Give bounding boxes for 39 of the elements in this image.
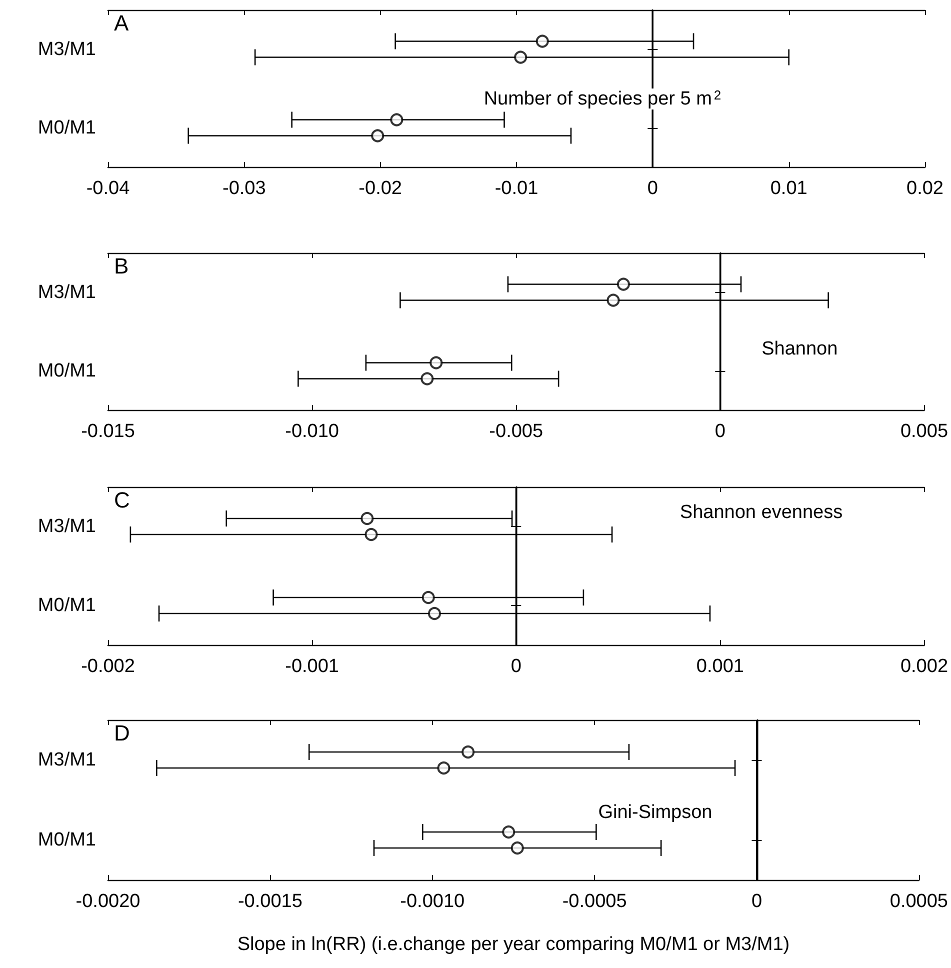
y-tick-label: M3/M1	[38, 750, 96, 770]
annotation: Gini-Simpson	[598, 802, 712, 824]
x-tick-label: 0.001	[696, 656, 744, 677]
y-tick-label: M0/M1	[38, 595, 96, 616]
x-tick-label: 0.0005	[890, 891, 948, 912]
x-tick-label: 0.002	[900, 656, 948, 677]
x-tick-label: 0.005	[900, 421, 948, 442]
y-tick-label: M0/M1	[38, 360, 96, 382]
annotation: Shannon evenness	[680, 502, 843, 523]
y-tick-label: M0/M1	[38, 117, 96, 138]
x-tick-label: -0.0015	[238, 891, 302, 912]
x-tick-label: -0.010	[285, 421, 339, 442]
x-tick-label: 0	[647, 178, 658, 199]
x-tick-label: 0.02	[906, 178, 944, 199]
x-tick-label: -0.02	[358, 178, 402, 199]
x-tick-label: -0.015	[81, 421, 135, 442]
x-tick-label: -0.005	[489, 421, 544, 442]
x-tick-label: -0.0005	[562, 891, 627, 912]
x-tick-label: -0.03	[222, 178, 266, 199]
x-tick-label: -0.002	[81, 656, 135, 677]
annotation: A	[114, 10, 129, 36]
x-tick-label: -0.04	[86, 178, 130, 199]
x-tick-label: -0.001	[285, 656, 339, 677]
x-tick-label: 0	[510, 656, 522, 677]
x-tick-label: -0.01	[494, 178, 538, 199]
x-tick-label: 0	[751, 891, 762, 912]
x-axis-title: Slope in ln(RR) (i.e.change per year comparing M0/M1 or M3/M1)	[237, 934, 790, 955]
y-tick-label: M3/M1	[38, 38, 96, 60]
annotation: C	[114, 488, 130, 512]
annotation: Shannon	[762, 338, 838, 360]
y-tick-label: M3/M1	[38, 516, 96, 537]
x-tick-label: -0.0020	[76, 891, 140, 912]
annotation: D	[114, 720, 130, 746]
annotation: B	[114, 254, 129, 278]
y-tick-label: M3/M1	[38, 282, 96, 303]
y-tick-label: M0/M1	[38, 830, 96, 850]
x-tick-label: 0.01	[770, 178, 808, 199]
x-tick-label: 0	[714, 421, 726, 442]
x-tick-label: -0.0010	[400, 891, 465, 912]
